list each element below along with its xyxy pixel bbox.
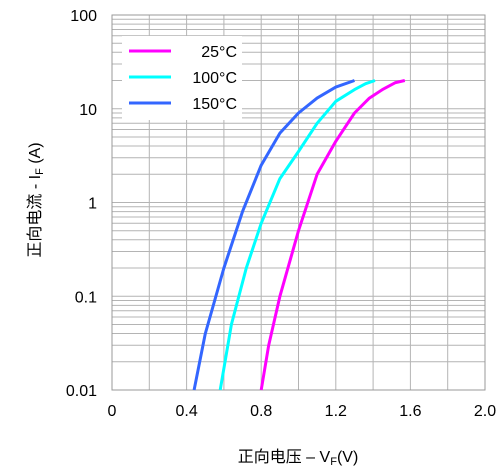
- series-line: [192, 79, 355, 391]
- x-tick-label: 1.2: [325, 403, 347, 420]
- y-tick-label: 100: [70, 8, 97, 25]
- grid-lines: [112, 15, 485, 390]
- x-tick-label: 1.6: [399, 403, 421, 420]
- series-line: [218, 79, 376, 391]
- legend-label: 100°C: [192, 70, 237, 87]
- x-tick-label: 0.8: [250, 403, 272, 420]
- y-axis-title-suffix: (A): [27, 142, 44, 168]
- x-tick-label: 0.4: [175, 403, 197, 420]
- x-tick-labels: 0 0.4 0.8 1.2 1.6 2.0: [108, 403, 497, 420]
- x-axis-title: 正向电压 – VF(V): [238, 448, 359, 468]
- x-axis-title-text: 正向电压 – V: [238, 448, 331, 466]
- legend-label: 150°C: [192, 96, 237, 113]
- y-axis-title: 正向电流 - IF (A): [26, 142, 46, 257]
- x-tick-label: 2.0: [474, 403, 496, 420]
- series-line: [259, 79, 406, 391]
- y-tick-label: 1: [88, 196, 97, 213]
- plot-frame: [111, 14, 486, 391]
- y-tick-label: 10: [79, 102, 97, 119]
- x-axis-title-suffix: (V): [337, 449, 358, 466]
- y-tick-label: 0.1: [75, 289, 97, 306]
- y-axis-title-text: 正向电流 - I: [26, 175, 44, 258]
- y-tick-labels: 0.01 0.1 1 10 100: [66, 8, 97, 400]
- x-axis-title-sub: F: [330, 456, 337, 468]
- series-lines: [192, 79, 406, 391]
- y-tick-label: 0.01: [66, 383, 97, 400]
- x-tick-label: 0: [108, 403, 117, 420]
- legend: 25°C 100°C 150°C: [122, 36, 242, 120]
- y-axis-title-sub: F: [34, 168, 46, 175]
- legend-label: 25°C: [201, 44, 237, 61]
